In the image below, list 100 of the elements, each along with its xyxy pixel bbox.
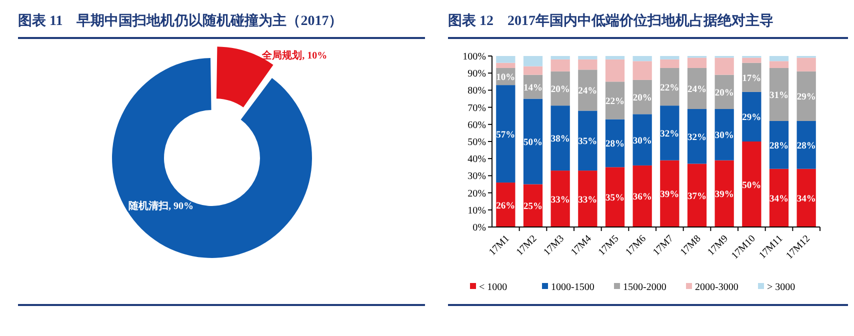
data-label: 14% <box>524 83 542 94</box>
bar <box>714 109 734 160</box>
data-label: 24% <box>688 84 706 95</box>
bar <box>687 109 707 164</box>
y-tick-label: 10% <box>468 205 486 216</box>
legend-label: 1000-1500 <box>551 282 594 293</box>
data-label: 26% <box>496 201 516 212</box>
data-label: 39% <box>660 190 680 200</box>
data-label: 24% <box>578 86 598 97</box>
bar <box>742 92 762 142</box>
bar <box>769 56 789 62</box>
y-tick-label: 80% <box>468 86 486 97</box>
bar <box>742 58 762 63</box>
y-tick-label: 20% <box>468 188 486 200</box>
data-label: 50% <box>524 138 542 148</box>
bar <box>496 62 516 68</box>
bar <box>687 164 707 227</box>
data-label: 36% <box>632 192 652 203</box>
data-label: 29% <box>796 92 816 103</box>
bar <box>496 182 516 227</box>
y-tick-label: 50% <box>468 137 486 148</box>
data-label: 35% <box>578 137 598 148</box>
bar <box>769 120 789 169</box>
bar <box>660 106 680 160</box>
bar <box>742 142 762 227</box>
bar <box>687 68 707 110</box>
data-label: 50% <box>742 180 762 191</box>
data-label: 30% <box>714 131 734 142</box>
bar <box>550 56 570 60</box>
y-tick-label: 90% <box>468 68 486 80</box>
bar <box>660 68 680 106</box>
bar <box>605 119 625 168</box>
data-label: 28% <box>606 140 624 150</box>
y-tick-label: 0% <box>472 222 486 234</box>
bar <box>550 59 570 72</box>
data-label: 20% <box>714 88 734 98</box>
bar <box>632 114 652 166</box>
legend-label: 1500-2000 <box>623 282 666 293</box>
data-label: 33% <box>578 195 598 206</box>
y-tick-label: 100% <box>462 52 486 62</box>
bar <box>632 165 652 227</box>
bar <box>496 85 516 183</box>
data-label: 32% <box>660 129 680 140</box>
bar <box>523 98 543 184</box>
bar <box>605 167 625 227</box>
data-label: 28% <box>796 141 816 152</box>
data-label: 33% <box>550 195 570 206</box>
data-label: 29% <box>742 113 762 124</box>
data-label: 30% <box>632 136 652 146</box>
bar <box>714 160 734 227</box>
legend-label: 2000-3000 <box>695 282 738 293</box>
bar <box>632 56 652 62</box>
data-label: 34% <box>796 194 816 204</box>
bar <box>796 120 816 169</box>
bar <box>523 56 543 66</box>
bar <box>632 61 652 80</box>
bar <box>578 56 598 60</box>
bar <box>496 56 516 63</box>
bar <box>605 56 625 60</box>
bar <box>660 56 680 60</box>
bar <box>660 59 680 68</box>
y-tick-label: 30% <box>468 171 486 182</box>
data-label: 37% <box>688 192 706 202</box>
bar <box>605 59 625 82</box>
bar <box>796 58 816 72</box>
bar <box>578 70 598 111</box>
data-label: 28% <box>770 141 788 152</box>
data-label: 57% <box>496 130 516 140</box>
y-tick-label: 60% <box>468 120 486 131</box>
bar <box>660 160 680 227</box>
bar <box>687 58 707 68</box>
data-label: 10% <box>496 73 516 84</box>
bar <box>550 106 570 171</box>
data-label: 31% <box>770 90 788 101</box>
data-label: 38% <box>550 134 570 145</box>
bar <box>796 168 816 227</box>
bar <box>769 168 789 227</box>
bar <box>578 59 598 70</box>
legend-label: < 1000 <box>479 282 508 293</box>
data-label: 22% <box>660 83 680 94</box>
legend-label: > 3000 <box>767 282 796 293</box>
bar <box>796 71 816 121</box>
slice-label: 随机清扫, 90% <box>128 200 194 212</box>
chart-title: 图表 12 2017年国内中低端价位扫地机占据绝对主导 <box>448 12 774 29</box>
data-label: 20% <box>550 84 570 95</box>
bar <box>523 66 543 75</box>
bar <box>605 82 625 120</box>
data-label: 22% <box>606 96 624 107</box>
data-label: 17% <box>742 74 762 84</box>
bar <box>578 110 598 171</box>
data-label: 32% <box>688 132 706 143</box>
bar <box>714 58 734 75</box>
data-label: 20% <box>632 94 652 104</box>
bar <box>578 170 598 227</box>
data-label: 34% <box>770 194 788 204</box>
data-label: 39% <box>714 190 734 200</box>
y-tick-label: 70% <box>468 102 486 114</box>
data-label: 35% <box>606 194 624 204</box>
y-tick-label: 40% <box>468 154 486 166</box>
slice-label: 全局规划, 10% <box>261 49 328 62</box>
